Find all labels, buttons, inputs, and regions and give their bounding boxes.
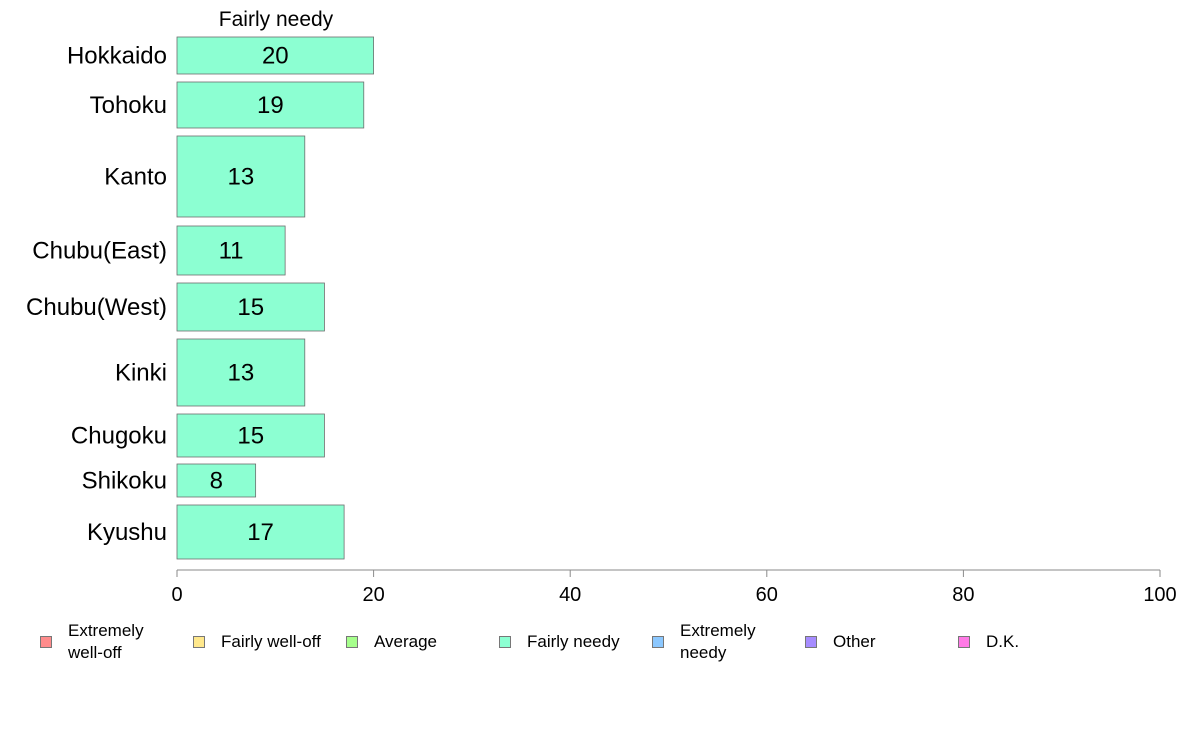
x-tick-label: 20: [362, 584, 384, 606]
category-label: Hokkaido: [67, 43, 167, 70]
legend-swatch: [652, 636, 664, 648]
data-label: 13: [228, 164, 255, 191]
bar: [176, 225, 286, 276]
data-label: 13: [228, 360, 255, 387]
chart-title: Fairly needy: [219, 8, 334, 31]
data-label: 15: [237, 294, 264, 321]
data-label: 19: [257, 92, 284, 119]
legend-swatch: [499, 636, 511, 648]
category-label: Kyushu: [87, 519, 167, 546]
category-label: Chubu(West): [26, 294, 167, 321]
legend-label: Average: [374, 632, 438, 651]
bar: [176, 282, 325, 332]
bar-chart: Fairly needy Hokkaido 20 Tohoku 19 Kanto 13 Ch…: [26, 8, 1177, 606]
legend-swatch: [193, 636, 205, 648]
bar: [176, 504, 345, 560]
data-label: 15: [237, 423, 264, 450]
category-label: Shikoku: [82, 468, 167, 495]
category-label: Kinki: [115, 360, 167, 387]
data-label: 17: [247, 519, 274, 546]
category-label: Chubu(East): [32, 238, 167, 265]
legend-swatch: [958, 636, 970, 648]
category-label: Tohoku: [90, 92, 167, 119]
bar: [176, 413, 325, 458]
data-label: 8: [210, 468, 223, 495]
x-tick-label: 80: [952, 584, 974, 606]
bar: [176, 36, 375, 75]
legend-item: Fairly well-off: [193, 620, 321, 664]
legend-item: D.K.: [958, 620, 1019, 664]
legend-item: Average: [346, 620, 437, 664]
x-axis: 0 20 40 60 80 100: [171, 569, 1177, 606]
bars-group: Hokkaido 20 Tohoku 19 Kanto 13 Chubu(East) 11 Ch…: [26, 36, 375, 560]
legend-item: Extremely needy: [652, 620, 756, 664]
bar: [176, 338, 306, 407]
legend-swatch: [805, 636, 817, 648]
legend-label: Extremely well-off: [68, 621, 144, 662]
legend-label: Fairly well-off: [221, 632, 321, 651]
bar: [176, 463, 257, 498]
legend-label: D.K.: [986, 632, 1020, 651]
x-tick-label: 0: [171, 584, 182, 606]
legend: Extremely well-off Fairly well-off Average…: [0, 620, 1188, 670]
category-label: Kanto: [104, 164, 167, 191]
category-label: Chugoku: [71, 423, 167, 450]
x-tick-label: 60: [756, 584, 778, 606]
legend-swatch: [40, 636, 52, 648]
legend-swatch: [346, 636, 358, 648]
data-label: 11: [219, 238, 244, 265]
x-tick-label: 40: [559, 584, 581, 606]
data-label: 20: [262, 43, 289, 70]
legend-item: Extremely well-off: [40, 620, 144, 664]
legend-item: Other: [805, 620, 876, 664]
bar: [176, 135, 306, 218]
bar: [176, 81, 365, 129]
legend-label: Other: [833, 632, 876, 651]
legend-item: Fairly needy: [499, 620, 620, 664]
x-tick-label: 100: [1143, 584, 1176, 606]
legend-label: Fairly needy: [527, 632, 620, 651]
legend-label: Extremely needy: [680, 621, 756, 662]
